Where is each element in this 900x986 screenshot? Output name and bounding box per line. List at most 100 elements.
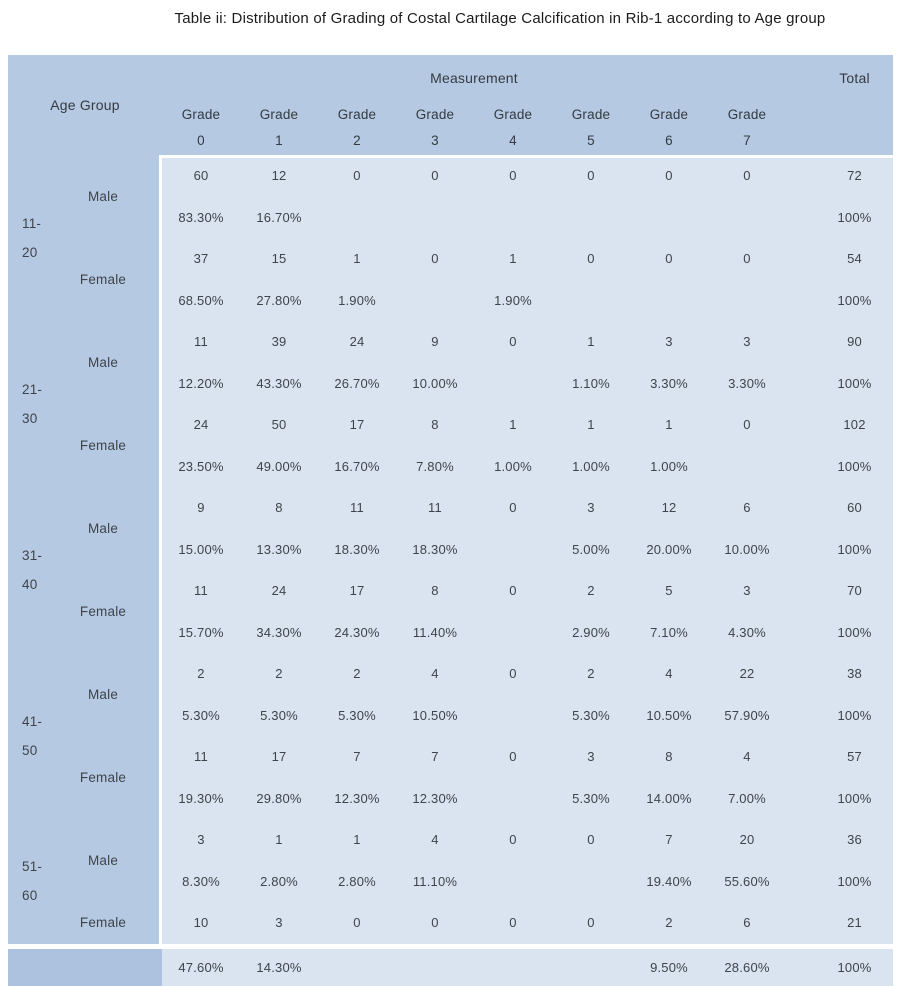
count-cell: 5 — [665, 583, 673, 599]
footer-total-cell: 100% — [837, 960, 872, 975]
percent-cell — [708, 197, 786, 239]
grade-number: 6 — [665, 132, 673, 148]
percent-cell: 12.20% — [178, 375, 224, 391]
footer-percent-cell — [318, 949, 396, 986]
count-cell: 12 — [271, 168, 287, 184]
sex-label: Male — [87, 853, 119, 868]
percent-cell — [474, 695, 552, 737]
age-range-line: 40 — [22, 577, 38, 592]
grade-column-header: Grade 4 — [474, 100, 552, 155]
table-title: Table ii: Distribution of Grading of Cos… — [174, 10, 826, 27]
count-cell: 11 — [428, 500, 442, 516]
count-cell: 0 — [509, 832, 517, 848]
count-cell: 8 — [431, 417, 439, 433]
footer-left-cell — [8, 948, 162, 986]
sex-label: Female — [79, 604, 127, 619]
percent-cell: 3.30% — [728, 375, 766, 391]
count-cell: 24 — [193, 417, 209, 433]
total-percent-cell: 100% — [837, 873, 872, 889]
sex-label: Female — [79, 915, 127, 931]
grade-number: 0 — [197, 132, 205, 148]
percent-cell: 2.80% — [338, 873, 376, 889]
sex-label: Female — [79, 272, 127, 287]
count-cell: 1 — [587, 417, 595, 433]
age-group-label: 21- 30 — [8, 321, 66, 487]
percent-cell: 7.80% — [416, 458, 454, 474]
percent-cell: 5.30% — [338, 707, 376, 723]
count-cell: 1 — [353, 251, 361, 267]
count-cell: 0 — [509, 666, 517, 682]
count-cell: 0 — [431, 251, 439, 267]
count-cell: 7 — [431, 749, 439, 765]
age-range-line: 30 — [22, 411, 38, 426]
total-percent-cell: 100% — [837, 790, 872, 806]
total-cell: 60 — [847, 500, 862, 516]
count-cell: 0 — [509, 168, 517, 184]
total-cell: 90 — [847, 334, 862, 350]
percent-cell: 5.00% — [572, 541, 610, 557]
percent-cell: 2.90% — [572, 624, 610, 640]
percent-cell: 43.30% — [256, 375, 302, 391]
sex-label: Male — [87, 521, 119, 536]
total-cell: 102 — [843, 417, 866, 433]
percent-cell: 26.70% — [334, 375, 380, 391]
percent-cell: 23.50% — [178, 458, 224, 474]
percent-cell — [552, 280, 630, 322]
count-cell: 4 — [431, 666, 439, 682]
count-cell: 11 — [194, 583, 208, 599]
count-cell: 2 — [665, 915, 673, 931]
sex-label: Female — [79, 438, 127, 453]
percent-cell — [474, 778, 552, 820]
percent-cell: 13.30% — [256, 541, 302, 557]
data-table: Age Group Measurement Total Grade 0 Grade 1… — [8, 55, 893, 986]
percent-cell — [318, 197, 396, 239]
age-group-label: 51- 60 — [8, 819, 66, 944]
age-range-line: 21- — [22, 382, 43, 397]
footer-percent-cell: 47.60% — [178, 960, 224, 975]
percent-cell: 11.10% — [412, 873, 458, 889]
table-header: Age Group Measurement Total Grade 0 Grade 1… — [8, 55, 893, 155]
percent-cell — [708, 280, 786, 322]
percent-cell: 29.80% — [256, 790, 302, 806]
total-header: Total — [839, 69, 870, 86]
count-cell: 0 — [743, 168, 751, 184]
percent-cell: 1.90% — [338, 292, 376, 308]
grade-word: Grade — [649, 106, 689, 122]
percent-cell: 55.60% — [724, 873, 770, 889]
count-cell: 0 — [431, 915, 439, 931]
percent-cell: 15.00% — [178, 541, 224, 557]
percent-cell: 83.30% — [178, 209, 224, 225]
total-percent-cell: 100% — [837, 209, 872, 225]
count-cell: 8 — [275, 500, 283, 516]
count-cell: 1 — [275, 832, 283, 848]
percent-cell — [708, 446, 786, 488]
percent-cell — [630, 197, 708, 239]
percent-cell: 11.40% — [412, 624, 458, 640]
percent-cell — [396, 197, 474, 239]
count-cell: 0 — [509, 749, 517, 765]
percent-cell: 12.30% — [334, 790, 380, 806]
percent-cell: 34.30% — [256, 624, 302, 640]
percent-cell: 19.40% — [646, 873, 692, 889]
footer-percent-cell — [552, 949, 630, 986]
percent-cell: 1.00% — [494, 458, 532, 474]
percent-cell: 1.10% — [572, 375, 610, 391]
count-cell: 0 — [587, 832, 595, 848]
grade-column-header: Grade 0 — [162, 100, 240, 155]
count-cell: 0 — [431, 168, 439, 184]
percent-cell — [474, 861, 552, 903]
age-group-label: 11- 20 — [8, 155, 66, 321]
percent-cell: 19.30% — [178, 790, 224, 806]
grade-number: 3 — [431, 132, 439, 148]
grade-column-header: Grade 2 — [318, 100, 396, 155]
percent-cell: 27.80% — [256, 292, 302, 308]
age-group-header: Age Group — [50, 97, 120, 113]
count-cell: 0 — [743, 251, 751, 267]
table-body: 11- 20 Male 60 12 0 0 0 0 0 0 72 83.30% 16.70% 100% Fem… — [8, 155, 893, 944]
percent-cell: 18.30% — [412, 541, 458, 557]
total-cell: 38 — [847, 666, 862, 682]
sex-label: Male — [87, 189, 119, 204]
count-cell: 11 — [350, 500, 364, 516]
count-cell: 3 — [665, 334, 673, 350]
percent-cell: 15.70% — [178, 624, 224, 640]
